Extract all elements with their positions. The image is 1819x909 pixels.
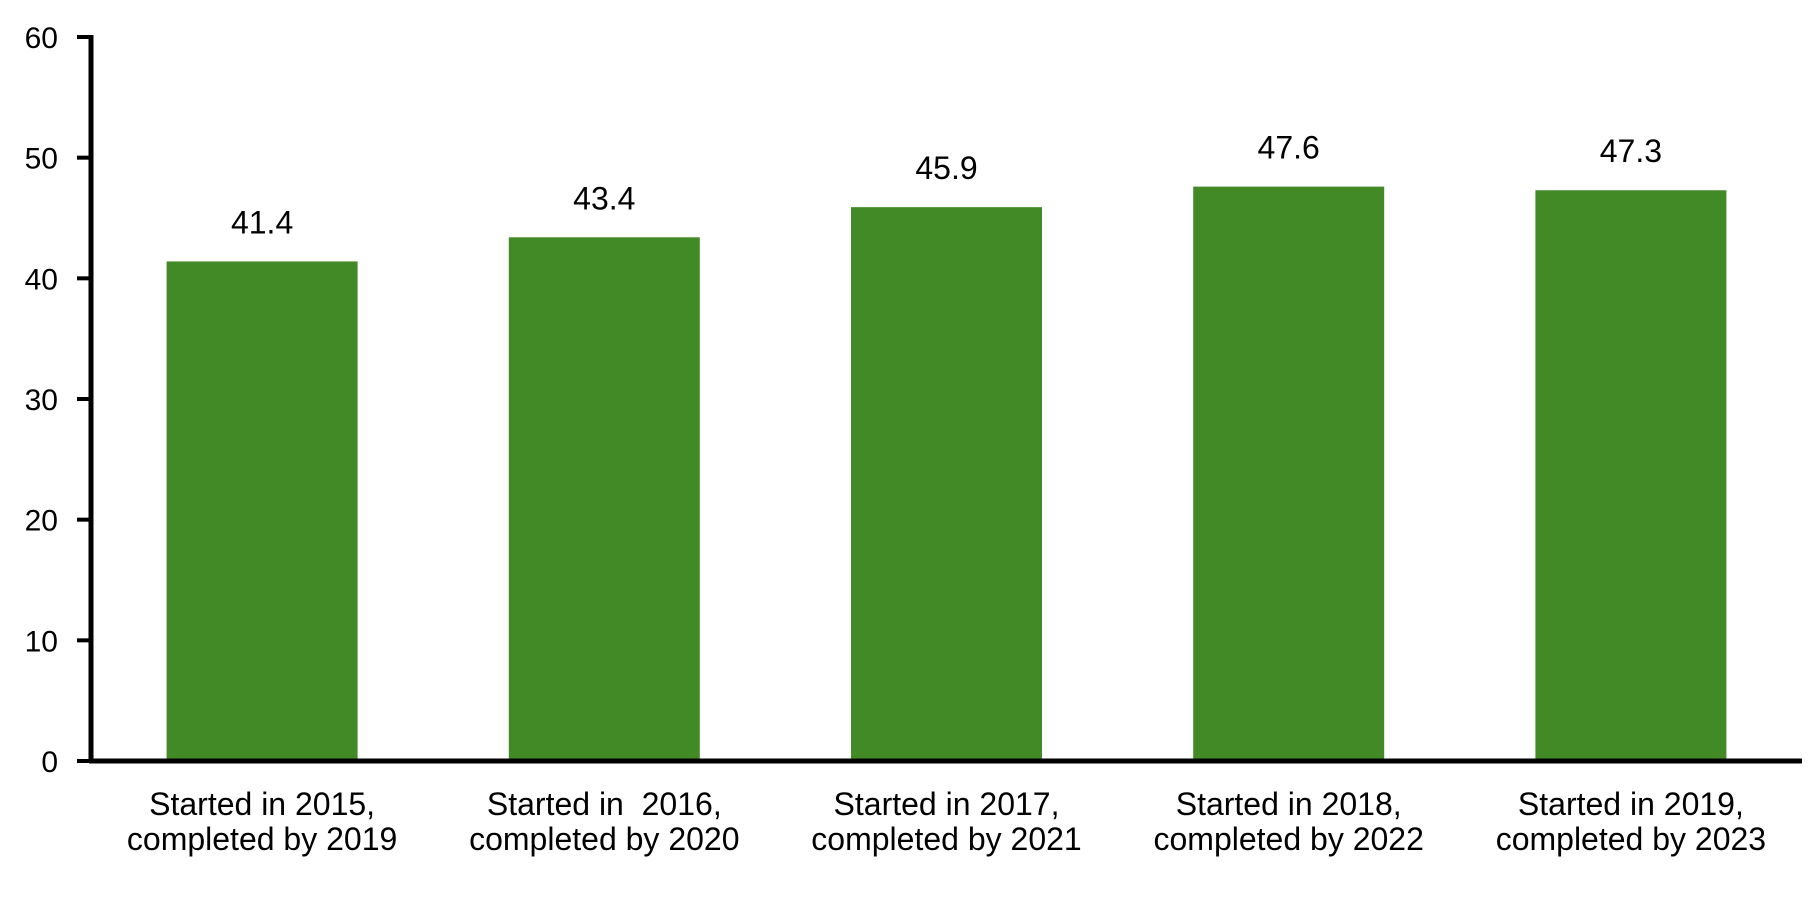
data-label: 47.6 [1258,130,1320,166]
y-tick-label: 0 [41,746,58,779]
x-category-label: completed by 2021 [811,821,1081,857]
bar [508,237,700,762]
y-tick-label: 50 [25,143,58,176]
y-axis-ticks: 0 10 20 30 40 50 60 [25,22,91,779]
x-axis-category-labels: Started in 2015,completed by 2019 Started… [127,786,1766,857]
y-tick-label: 30 [25,384,58,417]
bar [166,261,358,761]
x-category-label: Started in 2017, [834,786,1060,822]
data-label: 45.9 [915,150,977,186]
data-labels: 41.4 43.4 45.9 47.6 47.3 [231,130,1662,241]
bar [1535,190,1727,761]
x-category-label: Started in 2019, [1518,786,1744,822]
x-category-label: completed by 2019 [127,821,397,857]
y-tick-label: 10 [25,625,58,658]
x-category-label: completed by 2022 [1153,821,1423,857]
data-label: 41.4 [231,204,293,240]
x-category-label: Started in 2018, [1176,786,1402,822]
y-tick-label: 40 [25,263,58,296]
bar [1193,186,1385,762]
x-category-label: completed by 2023 [1496,821,1766,857]
y-tick-label: 20 [25,505,58,538]
data-label: 43.4 [573,180,635,216]
x-category-label: Started in 2015, [149,786,375,822]
bars [166,186,1727,762]
data-label: 47.3 [1600,133,1662,169]
bar [851,207,1042,761]
x-category-label: completed by 2020 [469,821,739,857]
y-tick-label: 60 [25,22,58,55]
x-category-label: Started in 2016, [487,786,722,822]
